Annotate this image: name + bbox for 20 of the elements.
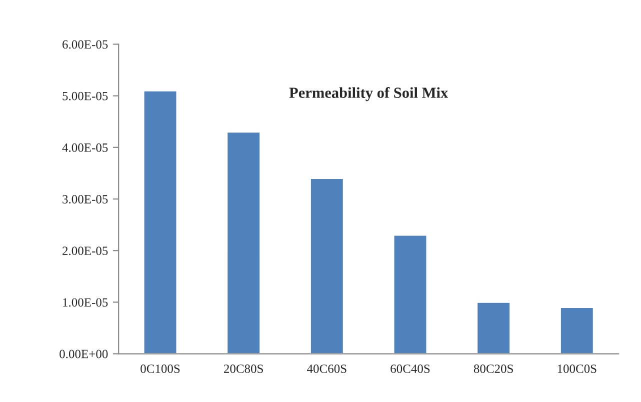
y-tick-label: 4.00E-05 — [62, 143, 108, 152]
x-tick-label: 100C0S — [558, 364, 596, 373]
y-tick-label: 6.00E-05 — [62, 40, 108, 49]
bar — [560, 306, 594, 354]
bar — [476, 301, 511, 354]
bar — [226, 131, 261, 354]
x-tick-label: 40C60S — [307, 364, 346, 373]
bar — [142, 90, 178, 354]
bar — [310, 178, 344, 354]
y-tick-label: 0.00E+00 — [60, 350, 108, 358]
y-tick-label: 1.00E-05 — [63, 298, 108, 307]
y-tick-label: 5.00E-05 — [62, 92, 108, 100]
x-tick-label: 20C80S — [224, 364, 263, 373]
text: Permeability of Soil Mix — [289, 87, 448, 102]
x-tick-label: 80C20S — [474, 364, 513, 373]
y-tick-label: 3.00E-05 — [62, 195, 108, 204]
x-tick-label: 60C40S — [390, 364, 430, 373]
y-tick-label: 2.00E-05 — [62, 246, 108, 256]
bar — [392, 234, 428, 354]
x-tick-label: 0C100S — [140, 364, 180, 373]
